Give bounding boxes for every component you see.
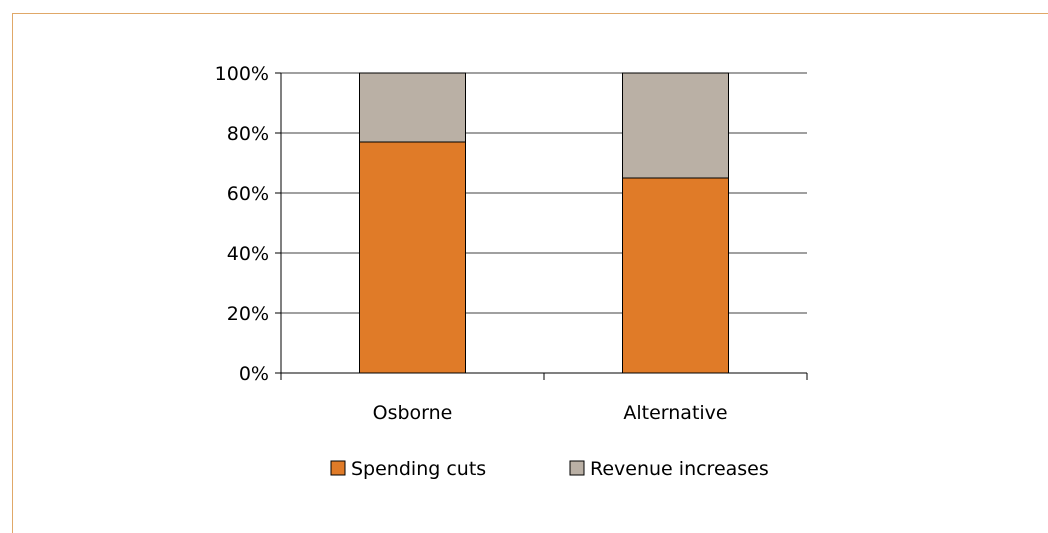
legend-label: Revenue increases	[590, 458, 769, 480]
y-tick-labels: 0% 20% 40% 60% 80% 100%	[215, 63, 269, 385]
y-tick-label: 60%	[227, 183, 269, 205]
chart-frame	[12, 13, 1048, 533]
y-tick-label: 100%	[215, 63, 269, 85]
bar-segment	[359, 141, 466, 374]
axes	[275, 72, 808, 380]
x-tick-label: Alternative	[623, 402, 727, 424]
bar-segment	[622, 72, 729, 179]
y-tick-label: 40%	[227, 243, 269, 265]
x-tick-labels: Osborne Alternative	[373, 402, 728, 424]
bars	[359, 72, 729, 374]
legend-swatch	[330, 460, 346, 476]
legend-swatch	[569, 460, 585, 476]
y-tick-label: 80%	[227, 123, 269, 145]
bar-segment	[359, 72, 466, 143]
y-tick-label: 0%	[239, 363, 269, 385]
bar-segment	[622, 177, 729, 374]
stacked-bar-chart: 0% 20% 40% 60% 80% 100% Osborne Alternative Sp…	[215, 63, 808, 480]
legend: Spending cuts Revenue increases	[330, 458, 769, 480]
y-tick-label: 20%	[227, 303, 269, 325]
legend-label: Spending cuts	[351, 458, 486, 480]
x-tick-label: Osborne	[373, 402, 453, 424]
